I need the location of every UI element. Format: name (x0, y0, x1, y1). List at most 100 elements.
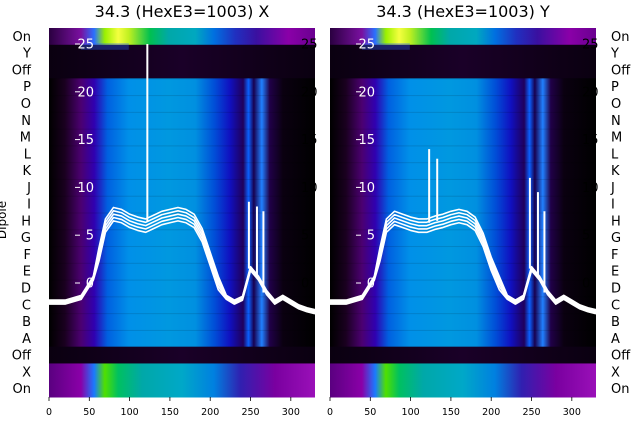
overlay-tick-label-1: 5 (86, 229, 94, 244)
heatmap-row-band-3 (330, 78, 596, 80)
overlay-tick-label-right-3: 15 (301, 133, 318, 148)
row-label-18: A (22, 332, 31, 347)
heatmap-row-5 (49, 111, 315, 130)
heatmap-row-band-15 (330, 279, 596, 281)
row-label-21: On (13, 382, 31, 397)
heatmap-row-19 (49, 346, 315, 364)
row-label-9: J (610, 181, 615, 196)
heatmap-row-18 (49, 329, 315, 348)
heatmap-row-band-10 (330, 195, 596, 197)
heatmap-row-band-12 (330, 229, 596, 231)
heatmap-row-band-8 (330, 162, 596, 164)
x-tick-label-4: 200 (482, 407, 500, 418)
y-axis-label-0: Dipole (0, 201, 9, 239)
heatmap-row-3 (49, 78, 315, 96)
x-tick-label-1: 50 (83, 407, 95, 418)
heatmap-row-8 (330, 162, 596, 180)
row-label-3: P (611, 80, 619, 95)
overlay-tick-label-3: 15 (77, 133, 94, 148)
heatmap-row-20 (330, 363, 596, 381)
overlay-line-4 (49, 206, 316, 311)
heatmap-row-10 (49, 195, 315, 213)
heatmap-row-band-6 (49, 128, 315, 130)
heatmap-row-4 (330, 95, 596, 113)
overlay-tick-label-2: 10 (358, 181, 375, 196)
row-label-18: A (611, 332, 620, 347)
heatmap-row-1 (330, 44, 596, 63)
overlay-tick-label-5: 25 (358, 38, 375, 53)
row-label-21: On (611, 382, 629, 397)
heatmap-row-0 (49, 28, 315, 46)
x-tick-label-0: 0 (327, 407, 333, 418)
heatmap-row-16 (330, 296, 596, 314)
overlay-tick-label-4: 20 (358, 85, 375, 100)
heatmap-row-21 (330, 380, 596, 398)
overlay-tick-label-3: 15 (358, 133, 375, 148)
overlay-tick-label-1: 5 (367, 229, 375, 244)
row-label-16: C (22, 298, 31, 313)
row-label-4: O (611, 97, 621, 112)
heatmap-row-band-7 (330, 145, 596, 147)
row-label-20: X (611, 365, 620, 380)
overlay-tick-label-4: 20 (77, 85, 94, 100)
heatmap-row-20 (49, 363, 315, 381)
heatmap-row-band-4 (330, 95, 596, 97)
row-label-8: K (611, 164, 620, 179)
heatmap-row-6 (330, 128, 596, 146)
heatmap-row-band-10 (49, 195, 315, 197)
row-label-2: Off (611, 63, 631, 78)
heatmap-row-1 (49, 44, 315, 63)
overlay-tick-label-right-5: 25 (301, 38, 318, 53)
row-label-20: X (22, 365, 31, 380)
heatmap-row-band-11 (49, 212, 315, 214)
overlay-tick-label-right-0: 0 (582, 277, 590, 292)
overlay-tick-label-2: 10 (77, 181, 94, 196)
x-tick-label-3: 150 (442, 407, 460, 418)
heatmap-row-17 (49, 313, 315, 331)
row-label-1: Y (22, 47, 31, 62)
overlay-tick-label-right-0: 0 (301, 277, 309, 292)
heatmap-row-band-6 (330, 128, 596, 130)
heatmap-row-band-18 (330, 329, 596, 331)
heatmap-row-17 (330, 313, 596, 331)
overlay-tick-label-right-4: 20 (582, 85, 599, 100)
heatmap-row-band-5 (49, 111, 315, 113)
row-label-0: On (13, 30, 31, 45)
row-label-6: M (611, 131, 622, 146)
heatmap-row-band-17 (49, 313, 315, 315)
row-label-7: L (611, 147, 619, 162)
heatmap-row-8 (49, 162, 315, 180)
heatmap-row-2 (330, 61, 596, 79)
heatmap-row-5 (330, 111, 596, 130)
heatmap-row-band-14 (49, 262, 315, 264)
heatmap-row-19 (330, 346, 596, 364)
row-label-12: G (21, 231, 31, 246)
x-tick-label-5: 250 (522, 407, 540, 418)
row-label-17: B (611, 315, 620, 330)
heatmap-row-band-16 (330, 296, 596, 298)
row-label-14: E (611, 265, 619, 280)
heatmap-row-band-7 (49, 145, 315, 147)
heatmap-row-13 (330, 246, 596, 264)
row-label-17: B (22, 315, 31, 330)
heatmap-row-highlight (80, 43, 129, 50)
overlay-tick-label-right-3: 15 (582, 133, 599, 148)
heatmap-row-6 (49, 128, 315, 146)
row-label-19: Off (12, 349, 32, 364)
overlay-tick-label-right-1: 5 (301, 229, 309, 244)
heatmap-row-band-13 (330, 246, 596, 248)
row-label-15: D (21, 281, 31, 296)
heatmap-row-4 (49, 95, 315, 113)
x-tick-label-4: 200 (201, 407, 219, 418)
row-label-3: P (23, 80, 31, 95)
overlay-tick-label-right-2: 10 (301, 181, 318, 196)
chart-title-1: 34.3 (HexE3=1003) Y (376, 2, 550, 21)
row-label-11: H (611, 214, 621, 229)
heatmap-row-16 (49, 296, 315, 314)
x-tick-label-1: 50 (364, 407, 376, 418)
overlay-tick-label-right-5: 25 (582, 38, 599, 53)
overlay-tick-label-right-4: 20 (301, 85, 318, 100)
